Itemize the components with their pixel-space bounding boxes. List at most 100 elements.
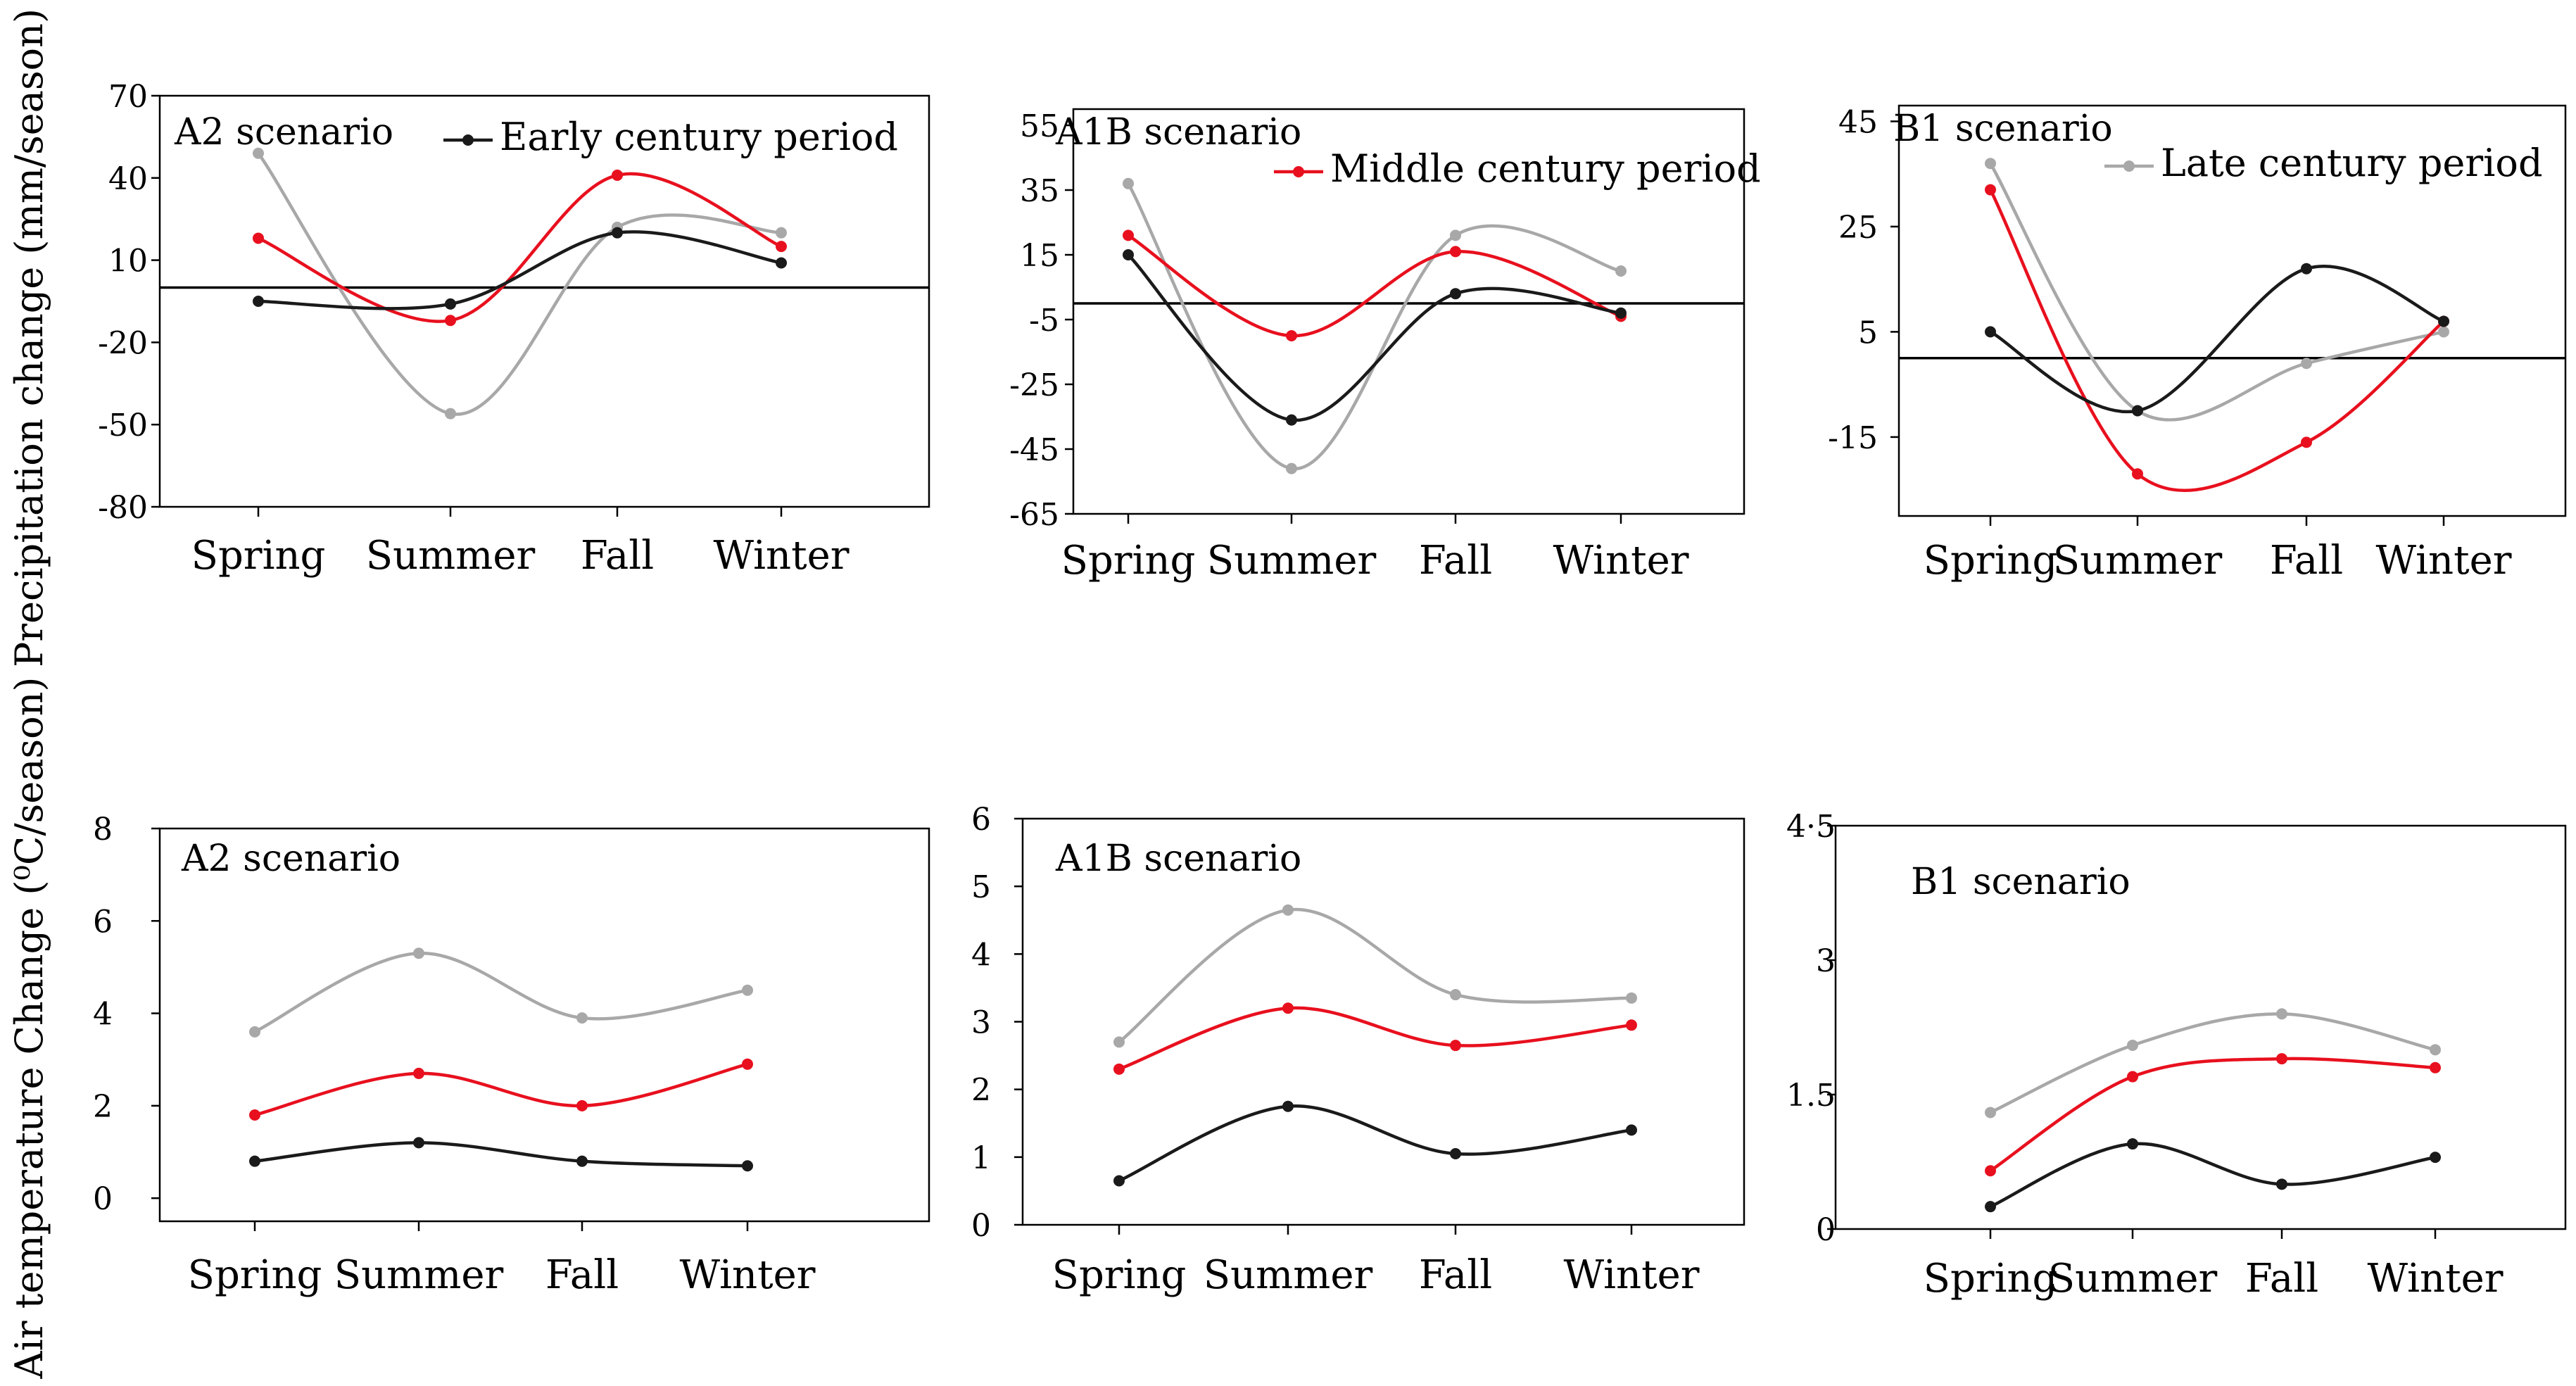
- panel-title: A1B scenario: [1055, 838, 1301, 880]
- x-tick-label-winter: Winter: [1553, 538, 1689, 584]
- y-tick-label: -25: [1009, 367, 1059, 403]
- y-tick-label: -80: [98, 490, 148, 526]
- data-point-middle: [1985, 184, 1996, 196]
- data-point-middle: [612, 169, 623, 181]
- series-line-middle: [1127, 234, 1622, 338]
- plot-frame: [1072, 108, 1745, 515]
- data-point-early: [2438, 315, 2449, 327]
- data-point-late: [2301, 358, 2312, 370]
- data-point-early: [612, 227, 623, 239]
- plot-frame: [1898, 104, 2567, 517]
- panel-title: B1 scenario: [1911, 861, 2130, 903]
- y-tick-label: 25: [1838, 210, 1878, 246]
- y-tick-label: 0: [93, 1181, 113, 1217]
- data-point-middle: [1626, 1019, 1637, 1031]
- data-point-middle: [1113, 1063, 1125, 1075]
- legend: Late century period: [2104, 141, 2543, 185]
- data-point-middle: [576, 1100, 588, 1111]
- x-tick-label-summer: Summer: [366, 533, 536, 579]
- x-tick-label-spring: Spring: [1924, 1256, 2058, 1302]
- x-tick-label-fall: Fall: [2245, 1256, 2318, 1302]
- y-axis-label-bottom: Air temperature Change (⁰C/season): [7, 677, 51, 1380]
- panel-temp-a2: 8 6 4 2 0 Spring Summer Fall Winter A2 scenario: [93, 812, 930, 1298]
- data-point-middle: [1450, 246, 1461, 258]
- data-point-early: [1615, 307, 1627, 319]
- x-tick-label-spring: Spring: [1061, 538, 1196, 584]
- data-point-middle: [2127, 1071, 2138, 1083]
- x-tick-label-fall: Fall: [1419, 538, 1492, 584]
- legend-label: Late century period: [2161, 141, 2543, 185]
- y-tick-label: 5: [1858, 315, 1878, 351]
- y-tick-label: -45: [1009, 432, 1059, 468]
- data-point-early: [2127, 1138, 2138, 1150]
- data-point-late: [1985, 1107, 1996, 1119]
- data-point-middle: [2132, 468, 2143, 480]
- data-point-middle: [253, 232, 264, 244]
- x-tick-label-winter: Winter: [2376, 538, 2512, 584]
- data-point-late: [1450, 229, 1461, 241]
- data-point-late: [776, 227, 787, 239]
- y-tick-label: 70: [108, 79, 148, 115]
- y-tick-label: -50: [98, 408, 148, 443]
- data-point-middle: [1450, 1040, 1461, 1052]
- y-tick-label: 2: [93, 1089, 113, 1125]
- series-line-late: [1127, 182, 1622, 470]
- data-point-middle: [445, 315, 456, 327]
- legend-marker: [2123, 160, 2135, 172]
- x-tick-label-spring: Spring: [1924, 538, 2058, 584]
- data-point-late: [1626, 992, 1637, 1004]
- plot-frame: [1834, 824, 2567, 1230]
- legend: Early century period: [443, 115, 898, 159]
- data-point-early: [253, 296, 264, 307]
- data-point-early: [1282, 1100, 1294, 1112]
- x-tick-label-fall: Fall: [2270, 538, 2343, 584]
- data-point-early: [1626, 1124, 1637, 1136]
- data-point-middle: [1286, 330, 1297, 341]
- data-point-middle: [742, 1058, 753, 1070]
- data-point-late: [2438, 326, 2449, 338]
- data-point-late: [2276, 1008, 2287, 1020]
- data-point-early: [1450, 1148, 1461, 1160]
- series-line-early: [1990, 1142, 2436, 1209]
- data-point-middle: [413, 1067, 424, 1079]
- data-point-early: [1123, 249, 1134, 260]
- data-point-late: [445, 408, 456, 420]
- y-tick-label: 40: [108, 161, 148, 197]
- x-tick-label-summer: Summer: [2048, 1256, 2218, 1302]
- y-tick-label: 8: [93, 812, 113, 848]
- y-tick-label: 6: [971, 802, 991, 838]
- y-tick-label: 15: [1020, 238, 1059, 274]
- data-point-late: [1615, 265, 1627, 277]
- data-point-middle: [1123, 229, 1134, 241]
- plot-frame: [158, 94, 930, 508]
- data-point-early: [1985, 1201, 1996, 1213]
- data-point-middle: [2430, 1061, 2441, 1073]
- data-point-late: [413, 947, 424, 959]
- data-point-late: [1286, 462, 1297, 474]
- y-tick-label: -15: [1828, 420, 1878, 456]
- series-line-late: [1990, 1012, 2436, 1114]
- legend: Middle century period: [1274, 146, 1761, 191]
- y-tick-label: 4·5: [1786, 809, 1836, 845]
- data-point-late: [742, 984, 753, 996]
- y-axis-label-top: Precipitation change (mm/season): [7, 8, 51, 667]
- data-point-late: [1450, 989, 1461, 1001]
- x-tick-label-winter: Winter: [2368, 1256, 2504, 1302]
- series-line-early: [254, 1141, 748, 1168]
- data-point-middle: [2276, 1053, 2287, 1065]
- x-tick-label-fall: Fall: [545, 1252, 619, 1298]
- panel-title: A1B scenario: [1055, 111, 1301, 153]
- x-tick-label-winter: Winter: [680, 1252, 816, 1298]
- x-tick-label-summer: Summer: [1207, 538, 1377, 584]
- data-point-middle: [249, 1109, 260, 1121]
- panel-title: A2 scenario: [181, 838, 400, 880]
- y-tick-label: 2: [971, 1073, 991, 1109]
- x-tick-label-fall: Fall: [1419, 1252, 1492, 1298]
- data-point-late: [1123, 177, 1134, 189]
- legend-label: Early century period: [500, 115, 898, 159]
- y-tick-label: 10: [108, 244, 148, 279]
- x-tick-label-spring: Spring: [191, 533, 326, 579]
- data-point-early: [776, 257, 787, 269]
